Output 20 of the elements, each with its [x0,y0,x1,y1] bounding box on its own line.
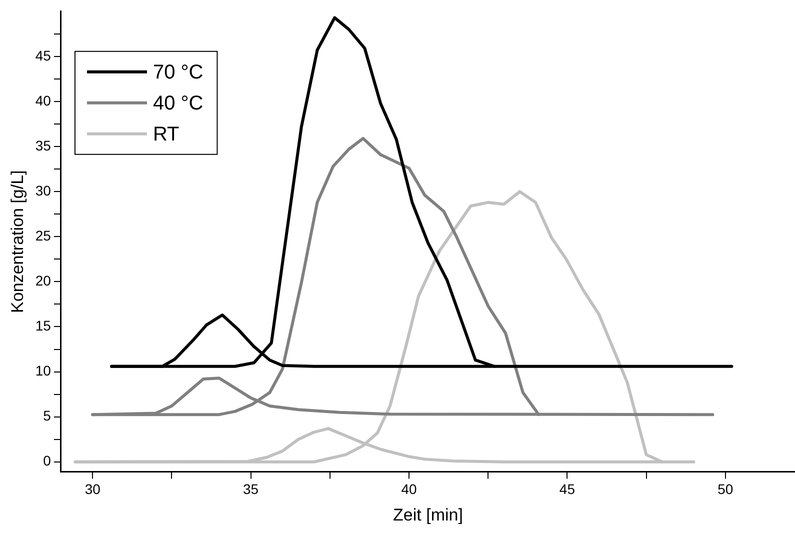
y-tick-label: 25 [35,228,52,244]
x-tick-label: 30 [84,481,101,498]
y-tick-label: 5 [43,408,52,424]
legend-label: 70 °C [152,61,204,84]
y-axis-title: Konzentration [g/L] [8,170,27,313]
y-tick-label: 0 [43,452,52,469]
y-tick-label: 35 [35,137,52,154]
y-tick-label: 10 [35,362,52,379]
x-tick-label: 50 [718,481,734,498]
legend-label: RT [152,123,180,146]
y-tick-label: 40 [35,92,52,108]
legend-label: 40 °C [152,92,204,114]
y-tick-label: 45 [35,47,52,64]
x-tick-label: 35 [243,481,259,498]
y-tick-label: 30 [35,182,52,198]
y-tick-label: 15 [35,318,52,334]
y-tick-label: 20 [35,272,52,289]
x-tick-label: 40 [401,481,417,498]
x-tick-label: 45 [559,481,576,498]
x-axis-title: Zeit [min] [393,505,463,524]
